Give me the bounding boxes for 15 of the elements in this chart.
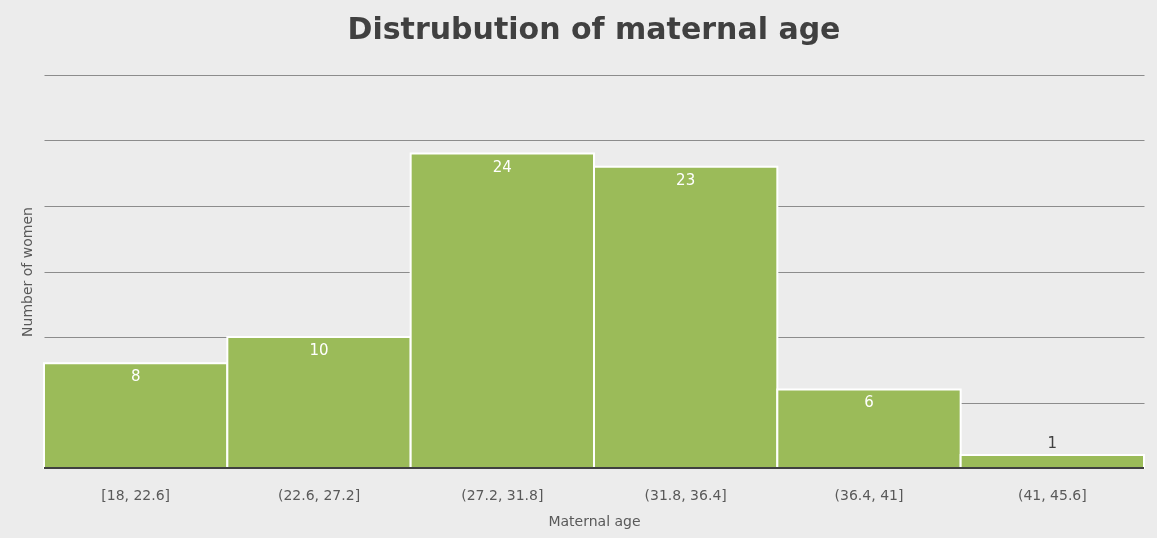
data-label: 10 — [309, 341, 329, 359]
data-label: 1 — [1047, 433, 1058, 452]
data-label: 24 — [492, 157, 512, 176]
x-tick-label: [18, 22.6] — [101, 486, 171, 503]
x-tick-label: (27.2, 31.8] — [461, 486, 544, 503]
chart-title: Distrubution of maternal age — [347, 11, 841, 46]
x-tick-label: (41, 45.6] — [1017, 486, 1087, 503]
data-label: 6 — [864, 393, 874, 412]
x-tick-label: (31.8, 36.4] — [644, 486, 727, 503]
x-axis-title: Maternal age — [548, 512, 641, 529]
x-tick-label: (22.6, 27.2] — [277, 486, 361, 503]
data-label: 8 — [130, 367, 141, 386]
y-axis-title: Number of women — [18, 207, 35, 337]
x-tick-label: (36.4, 41] — [834, 486, 904, 503]
data-label: 23 — [676, 170, 696, 189]
